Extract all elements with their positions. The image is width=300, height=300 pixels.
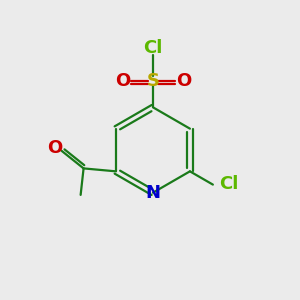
Text: S: S — [146, 72, 159, 90]
Text: Cl: Cl — [219, 175, 238, 193]
Text: Cl: Cl — [143, 39, 163, 57]
Text: O: O — [115, 72, 130, 90]
Text: O: O — [176, 72, 191, 90]
Text: N: N — [146, 184, 160, 202]
Text: O: O — [47, 139, 63, 157]
